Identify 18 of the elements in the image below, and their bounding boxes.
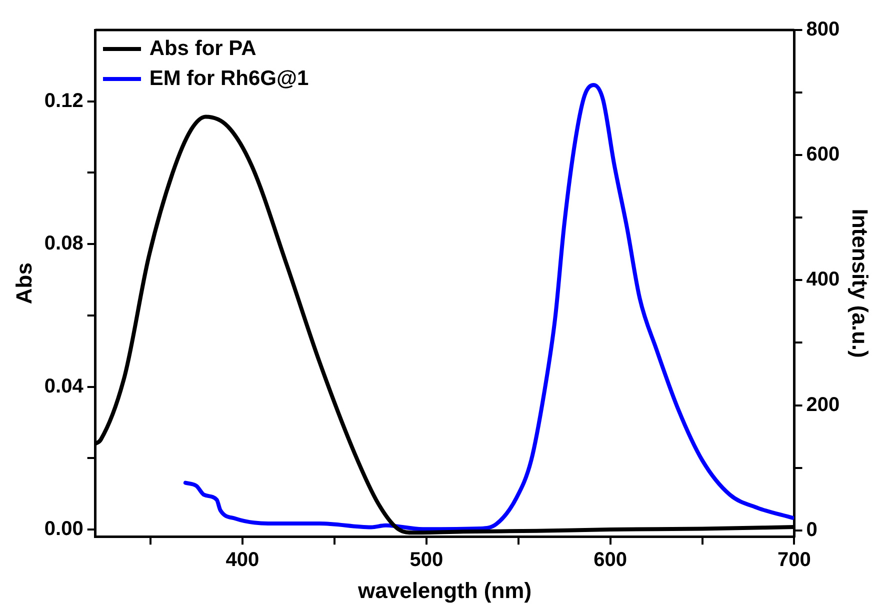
y2-axis-title: Intensity (a.u.) xyxy=(848,208,873,358)
y2-tick-label: 0 xyxy=(806,518,818,541)
y-tick-label: 0.12 xyxy=(44,90,84,112)
y2-tick-label: 600 xyxy=(806,144,840,166)
x-tick-label: 600 xyxy=(594,549,627,572)
legend-label: EM for Rh6G@1 xyxy=(149,66,309,92)
x-axis-title: wavelength (nm) xyxy=(356,578,532,603)
x-tick-label: 500 xyxy=(410,549,444,572)
x-tick-label: 400 xyxy=(226,549,260,572)
y2-tick-label: 400 xyxy=(806,268,840,291)
y-tick-label: 0.00 xyxy=(44,518,84,540)
y-tick-label: 0.04 xyxy=(44,375,84,398)
y-tick-label: 0.08 xyxy=(44,232,84,255)
legend-label: Abs for PA xyxy=(149,36,256,62)
y-axis-title: Abs xyxy=(11,262,36,304)
x-tick-label: 700 xyxy=(778,549,811,572)
y2-tick-label: 200 xyxy=(806,394,840,416)
y2-tick-label: 800 xyxy=(806,18,840,41)
